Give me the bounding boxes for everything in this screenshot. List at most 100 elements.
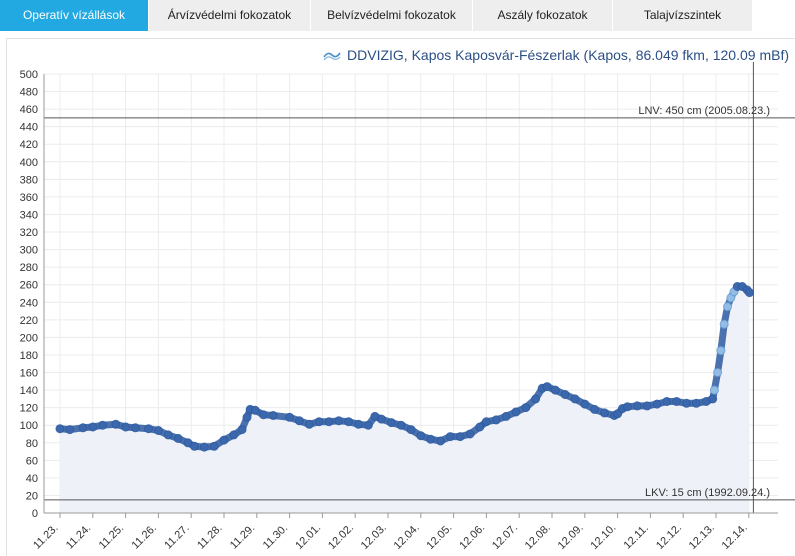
series-point xyxy=(560,390,570,399)
chart-title-wrap: DDVIZIG, Kapos Kaposvár-Fészerlak (Kapos… xyxy=(323,44,789,66)
series-point xyxy=(642,401,652,411)
series-point xyxy=(590,404,600,414)
y-tick-label: 360 xyxy=(20,192,38,204)
x-tick-label: 11.25. xyxy=(97,522,127,552)
x-tick-label: 12.14. xyxy=(720,522,750,552)
series-point xyxy=(65,425,75,435)
series-point xyxy=(531,394,541,404)
series-point xyxy=(354,419,363,429)
series-point xyxy=(237,425,247,435)
series-point xyxy=(632,401,642,411)
series-point xyxy=(268,411,278,420)
tab-bar: Operatív vízállások Árvízvédelmi fokozat… xyxy=(0,0,795,31)
series-point xyxy=(600,408,609,418)
series-point xyxy=(406,425,416,435)
y-tick-label: 380 xyxy=(20,174,38,186)
series-point xyxy=(199,442,209,452)
x-tick-label: 11.27. xyxy=(162,522,192,552)
series-point xyxy=(570,394,580,404)
y-tick-label: 0 xyxy=(32,508,38,520)
series-point xyxy=(491,415,501,425)
x-tick-label: 12.07. xyxy=(490,522,520,552)
series-points xyxy=(55,282,754,452)
series-point xyxy=(163,430,173,440)
x-tick-label: 11.24. xyxy=(64,522,94,552)
tab-belvizvedelmi-fokozatok[interactable]: Belvízvédelmi fokozatok xyxy=(311,0,473,31)
series-point xyxy=(304,419,314,429)
x-tick-label: 11.28. xyxy=(195,522,225,552)
y-axis: 0 20 40 60 80 100 120 140 160 180 200 220 240 260 280 3… xyxy=(20,69,45,520)
y-tick-label: 500 xyxy=(20,69,38,81)
series-point xyxy=(363,420,373,430)
x-tick-label: 12.04. xyxy=(392,522,422,552)
series-point xyxy=(672,397,682,406)
x-tick-label: 12.03. xyxy=(359,522,389,552)
series-point xyxy=(719,319,729,329)
series-point xyxy=(455,432,465,442)
x-tick-label: 12.05. xyxy=(424,522,454,552)
series-point xyxy=(209,441,219,451)
series-point xyxy=(219,435,229,445)
y-tick-label: 220 xyxy=(20,315,38,327)
y-tick-label: 280 xyxy=(20,262,38,274)
series-point xyxy=(652,399,662,409)
x-tick-label: 12.01. xyxy=(293,522,323,552)
series-point xyxy=(111,419,121,429)
series-point xyxy=(416,431,426,441)
tab-aszaly-fokozatok[interactable]: Aszály fokozatok xyxy=(473,0,613,31)
series-point xyxy=(550,385,560,395)
series-point xyxy=(324,417,334,427)
x-tick-label: 12.02. xyxy=(326,522,356,552)
reference-lines: LNV: 450 cm (2005.08.23.) LKV: 15 cm (199… xyxy=(44,62,795,513)
series-point xyxy=(436,436,445,446)
y-tick-label: 200 xyxy=(20,332,38,344)
series-point xyxy=(55,424,65,434)
y-tick-label: 180 xyxy=(20,350,38,362)
y-tick-label: 320 xyxy=(20,227,38,239)
series-point xyxy=(242,412,252,422)
series-point xyxy=(250,405,260,415)
series-area xyxy=(60,286,750,513)
y-tick-label: 460 xyxy=(20,104,38,116)
y-tick-label: 120 xyxy=(20,403,38,415)
chart-title: DDVIZIG, Kapos Kaposvár-Fészerlak (Kapos… xyxy=(347,47,789,63)
y-tick-label: 340 xyxy=(20,209,38,221)
x-tick-label: 12.09. xyxy=(556,522,586,552)
y-tick-label: 240 xyxy=(20,297,38,309)
series-point xyxy=(190,441,199,451)
tab-talajvizszintek[interactable]: Talajvízszintek xyxy=(613,0,753,31)
y-tick-label: 20 xyxy=(26,490,38,502)
series-point xyxy=(229,430,239,440)
x-tick-label: 12.12. xyxy=(654,522,684,552)
series-point xyxy=(709,385,719,395)
series-point xyxy=(376,414,386,424)
y-tick-label: 420 xyxy=(20,139,38,151)
y-tick-label: 40 xyxy=(26,473,38,485)
series-point xyxy=(445,432,455,442)
series-point xyxy=(258,410,268,420)
series-point xyxy=(173,433,183,443)
x-tick-label: 12.11. xyxy=(622,522,652,552)
series-point xyxy=(98,420,108,430)
series-point xyxy=(691,398,701,408)
series-point xyxy=(481,417,491,427)
x-tick-label: 11.26. xyxy=(130,522,160,552)
series-point xyxy=(121,422,131,432)
y-tick-label: 400 xyxy=(20,157,38,169)
tab-arvizvedelmi-fokozatok[interactable]: Árvízvédelmi fokozatok xyxy=(149,0,311,31)
series-point xyxy=(396,420,406,430)
series-point xyxy=(285,412,295,422)
tab-operativ-vizallasok[interactable]: Operatív vízállások xyxy=(0,0,149,31)
series-point xyxy=(521,403,531,413)
series-point xyxy=(716,346,726,356)
series-point xyxy=(334,416,344,426)
y-tick-label: 480 xyxy=(20,87,38,99)
series-point xyxy=(622,402,632,412)
series-point xyxy=(88,422,98,432)
chart-area-layer xyxy=(60,286,750,513)
series-point xyxy=(314,417,324,427)
y-tick-label: 300 xyxy=(20,245,38,257)
series-point xyxy=(662,397,672,406)
x-tick-label: 11.29. xyxy=(228,522,258,552)
series-point xyxy=(745,288,754,298)
